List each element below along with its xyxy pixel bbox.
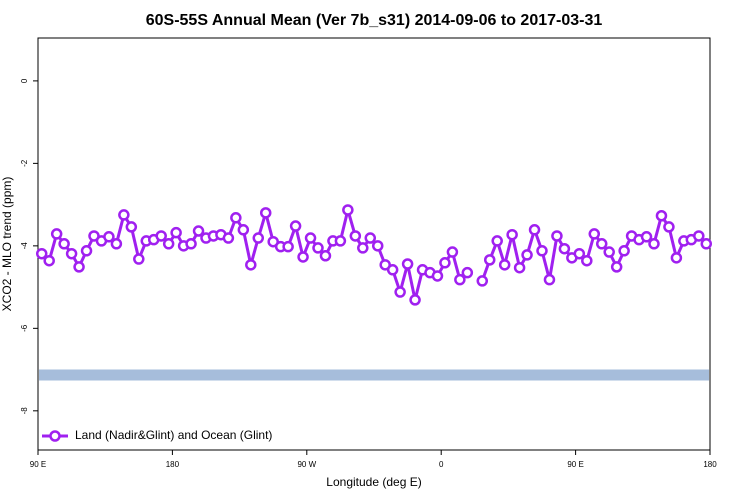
data-point — [379, 259, 391, 271]
data-point — [595, 238, 608, 250]
data-point — [618, 245, 630, 257]
data-point — [401, 258, 414, 270]
y-tick-label: 0 — [20, 78, 29, 83]
data-point — [349, 230, 362, 242]
data-point — [386, 264, 399, 276]
data-point — [118, 209, 130, 221]
data-point — [394, 286, 406, 298]
data-point — [543, 273, 556, 286]
y-tick-label: -8 — [20, 407, 29, 415]
data-point — [409, 294, 421, 306]
data-point — [319, 250, 332, 262]
data-point — [498, 259, 511, 271]
data-point — [640, 231, 653, 243]
data-point — [655, 209, 668, 222]
data-point — [700, 238, 713, 250]
x-tick-label: 180 — [703, 460, 717, 469]
data-point — [162, 238, 175, 250]
data-point — [192, 225, 205, 237]
y-tick-label: -2 — [20, 159, 29, 167]
y-tick-label: -6 — [20, 324, 29, 332]
data-point — [170, 226, 182, 239]
data-point — [528, 224, 541, 236]
data-point — [125, 221, 138, 233]
y-tick-label: -4 — [20, 242, 29, 250]
data-point — [342, 204, 354, 216]
data-point — [663, 221, 675, 233]
data-point — [610, 261, 623, 273]
data-point — [693, 230, 705, 242]
data-point — [304, 232, 317, 244]
data-point — [558, 242, 571, 255]
data-point — [513, 261, 526, 274]
data-point — [334, 235, 347, 247]
x-tick-label: 90 E — [567, 460, 583, 469]
data-point — [506, 228, 518, 241]
data-point — [237, 224, 250, 236]
data-point — [155, 230, 167, 242]
data-point — [110, 238, 123, 250]
data-point — [603, 246, 615, 258]
data-point — [573, 247, 586, 260]
data-point — [35, 247, 48, 260]
data-point — [588, 228, 601, 240]
data-point — [364, 232, 377, 244]
legend-label: Land (Nadir&Glint) and Ocean (Glint) — [75, 428, 272, 442]
legend-marker — [49, 430, 61, 442]
data-point — [371, 240, 384, 252]
data-point — [289, 220, 302, 232]
data-point — [282, 240, 294, 253]
data-point — [222, 232, 235, 244]
data-point — [461, 266, 474, 279]
data-point — [230, 212, 242, 224]
data-point — [648, 238, 660, 250]
data-point — [252, 232, 265, 244]
data-point — [491, 235, 503, 247]
data-point — [73, 261, 85, 273]
data-point — [536, 245, 548, 257]
data-point — [133, 253, 145, 265]
data-point — [245, 259, 257, 271]
data-point — [103, 231, 115, 243]
data-point — [80, 245, 93, 257]
data-point — [259, 207, 272, 219]
chart-title: 60S-55S Annual Mean (Ver 7b_s31) 2014-09… — [146, 12, 603, 29]
data-point — [58, 238, 70, 250]
data-point — [297, 251, 309, 263]
data-point — [454, 273, 466, 286]
data-point — [185, 238, 197, 250]
x-tick-label: 0 — [439, 460, 444, 469]
data-point — [483, 254, 496, 266]
data-point — [267, 235, 279, 248]
data-point — [439, 257, 451, 269]
data-point — [670, 252, 683, 264]
data-point — [88, 230, 100, 242]
x-tick-label: 180 — [166, 460, 180, 469]
data-point — [50, 228, 63, 240]
data-point — [65, 247, 78, 260]
data-point — [446, 246, 459, 258]
data-point — [551, 230, 563, 242]
x-axis-label: Longitude (deg E) — [326, 475, 421, 489]
data-point — [581, 254, 593, 267]
data-point — [431, 270, 444, 282]
data-point — [521, 249, 533, 261]
x-tick-label: 90 W — [297, 460, 316, 469]
data-point — [43, 254, 55, 267]
y-axis-label: XCO2 - MLO trend (ppm) — [0, 177, 14, 312]
data-point — [312, 242, 324, 254]
x-tick-label: 90 E — [30, 460, 46, 469]
data-point — [476, 275, 489, 287]
data-point — [357, 242, 369, 254]
